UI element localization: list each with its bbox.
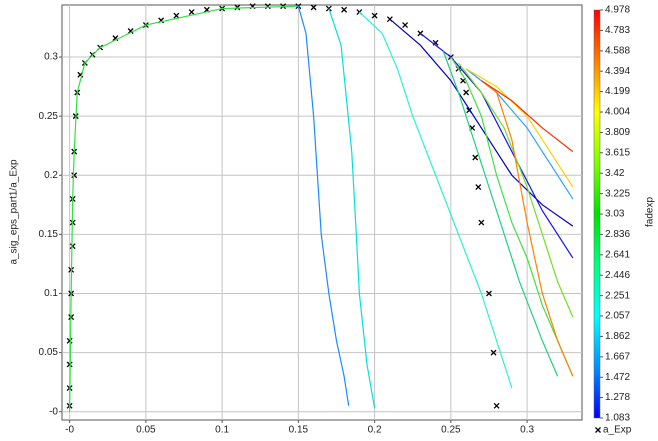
colorbar-tick-label: 2.251: [605, 290, 630, 301]
line: [480, 80, 574, 377]
colorbar-tick-label: 4.588: [605, 45, 630, 56]
data-point: [475, 184, 482, 191]
line: [328, 8, 376, 409]
data-point: [264, 3, 271, 10]
line: [419, 32, 574, 259]
data-point: [66, 337, 73, 344]
x-tick-label: 0.2: [368, 425, 382, 436]
colorbar-tick-label: 2.057: [605, 311, 630, 322]
colorbar-tick-label: 2.446: [605, 270, 630, 281]
plot-area: [61, 4, 583, 421]
colorbar-tick-label: 3.809: [605, 127, 630, 138]
y-tick-label: 0.05: [39, 347, 59, 358]
data-point: [490, 349, 497, 356]
y-tick-label: 0.1: [44, 288, 58, 299]
x-tick-label: -0: [65, 425, 74, 436]
line: [389, 18, 574, 227]
y-tick-label: -0: [49, 406, 58, 417]
data-point: [310, 4, 317, 11]
colorbar-tick-label: 1.862: [605, 331, 630, 342]
data-point: [402, 22, 409, 29]
legend-label: a_Exp: [603, 425, 632, 436]
colorbar: [593, 9, 601, 419]
colorbar-tick-label: 4.004: [605, 107, 630, 118]
line: [358, 11, 513, 389]
colorbar-tick-label: 2.641: [605, 249, 630, 260]
line: [69, 5, 299, 412]
data-point: [66, 361, 73, 368]
colorbar-tick-label: 4.783: [605, 25, 630, 36]
colorbar-tick-label: 3.03: [605, 209, 625, 220]
line: [465, 68, 574, 188]
data-point: [234, 4, 241, 11]
colorbar-label: fadexp: [645, 197, 656, 227]
data-point: [69, 243, 76, 250]
x-tick-label: 0.25: [441, 425, 461, 436]
data-point: [493, 402, 500, 409]
data-point: [173, 12, 180, 19]
x-tick-label: 0.05: [136, 425, 156, 436]
colorbar-tick-label: 1.667: [605, 351, 630, 362]
colorbar-tick-label: 3.225: [605, 188, 630, 199]
y-tick-label: 0.2: [44, 170, 58, 181]
data-point: [463, 89, 470, 96]
data-point: [325, 5, 332, 12]
y-tick-label: 0.15: [39, 229, 59, 240]
data-point: [486, 290, 492, 297]
data-point: [472, 154, 479, 161]
data-point: [478, 219, 485, 226]
line: [458, 62, 574, 318]
legend-marker: [595, 427, 601, 433]
colorbar-tick-label: 4.394: [605, 66, 630, 77]
y-tick-label: 0.25: [39, 111, 59, 122]
colorbar-tick-label: 4.978: [605, 5, 630, 16]
data-point: [371, 12, 378, 19]
colorbar-tick-label: 1.472: [605, 372, 630, 383]
colorbar-tick-label: 3.615: [605, 147, 630, 158]
line: [481, 80, 574, 153]
x-tick-label: 0.15: [289, 425, 309, 436]
data-point: [341, 6, 348, 13]
colorbar-tick-label: 2.836: [605, 229, 630, 240]
y-tick-label: 0.3: [44, 52, 58, 63]
x-tick-label: 0.1: [215, 425, 229, 436]
data-point: [127, 28, 134, 34]
colorbar-tick-label: 4.199: [605, 86, 630, 97]
x-tick-label: 0.3: [520, 425, 534, 436]
colorbar-tick-label: 1.278: [605, 392, 630, 403]
y-axis-label: a_sig_eps_part1/a_Exp: [9, 159, 20, 265]
line: [450, 56, 574, 377]
line: [297, 6, 350, 406]
colorbar-tick-label: 1.083: [605, 413, 630, 424]
line: [442, 50, 559, 377]
data-point: [188, 9, 195, 16]
data-point: [71, 172, 78, 179]
colorbar-tick-label: 3.42: [605, 168, 625, 179]
